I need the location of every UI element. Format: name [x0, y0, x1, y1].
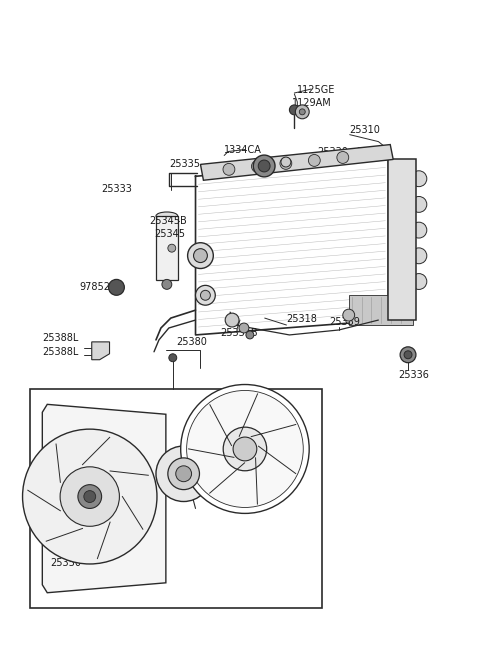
Text: 1334CA: 1334CA [224, 145, 262, 155]
Text: 25330: 25330 [317, 147, 348, 157]
Text: 25388L: 25388L [42, 333, 79, 343]
Text: 25310: 25310 [350, 124, 381, 135]
Circle shape [84, 491, 96, 502]
Polygon shape [42, 404, 166, 593]
Polygon shape [92, 342, 109, 360]
Circle shape [176, 466, 192, 481]
Text: 25333: 25333 [102, 184, 132, 194]
Circle shape [239, 323, 249, 333]
Circle shape [300, 109, 305, 115]
Text: 1125GE: 1125GE [297, 85, 336, 95]
Circle shape [201, 290, 210, 300]
Circle shape [308, 155, 320, 166]
Circle shape [180, 384, 309, 514]
Circle shape [289, 105, 300, 115]
Text: 1129AM: 1129AM [292, 98, 332, 108]
Circle shape [193, 249, 207, 263]
Circle shape [225, 313, 239, 327]
Circle shape [253, 155, 275, 177]
Ellipse shape [156, 212, 178, 220]
Text: 25339: 25339 [329, 317, 360, 327]
Circle shape [156, 446, 211, 502]
Text: 25336: 25336 [398, 369, 429, 380]
Circle shape [281, 157, 291, 167]
Circle shape [411, 248, 427, 264]
Circle shape [404, 351, 412, 359]
Circle shape [343, 309, 355, 321]
Text: 25386: 25386 [186, 485, 216, 496]
Circle shape [60, 467, 120, 527]
Circle shape [411, 171, 427, 187]
Circle shape [188, 243, 213, 269]
Circle shape [162, 280, 172, 290]
Text: 25345: 25345 [154, 229, 185, 239]
Circle shape [258, 160, 270, 172]
Circle shape [223, 163, 235, 176]
Bar [30, 390, 322, 608]
Text: 25331B: 25331B [220, 328, 258, 338]
Polygon shape [388, 159, 416, 320]
Circle shape [295, 105, 309, 119]
Circle shape [187, 390, 303, 508]
Bar [349, 295, 413, 325]
Circle shape [23, 429, 157, 564]
Text: 25231: 25231 [222, 439, 253, 449]
Text: 25345B: 25345B [149, 216, 187, 226]
Text: 25335: 25335 [169, 159, 201, 170]
Text: 25235: 25235 [196, 469, 228, 479]
Bar [156, 216, 178, 280]
Text: 25350: 25350 [50, 558, 81, 568]
Circle shape [168, 244, 176, 252]
Text: 25380: 25380 [176, 337, 206, 347]
Circle shape [400, 347, 416, 363]
Circle shape [337, 151, 349, 163]
Circle shape [195, 286, 216, 305]
Circle shape [78, 485, 102, 508]
Text: 97852A: 97852A [80, 282, 118, 292]
Circle shape [168, 458, 200, 490]
Circle shape [411, 274, 427, 290]
Circle shape [280, 157, 292, 170]
Circle shape [108, 280, 124, 295]
Circle shape [411, 196, 427, 212]
Polygon shape [201, 145, 393, 180]
Circle shape [411, 222, 427, 238]
Circle shape [246, 331, 254, 339]
Text: 25395: 25395 [201, 455, 231, 465]
Circle shape [252, 160, 264, 172]
Text: 25388L: 25388L [42, 346, 79, 357]
Circle shape [233, 437, 257, 461]
Circle shape [223, 427, 267, 471]
Text: 25318: 25318 [357, 147, 387, 157]
Text: 25318: 25318 [287, 314, 317, 324]
Circle shape [169, 354, 177, 362]
